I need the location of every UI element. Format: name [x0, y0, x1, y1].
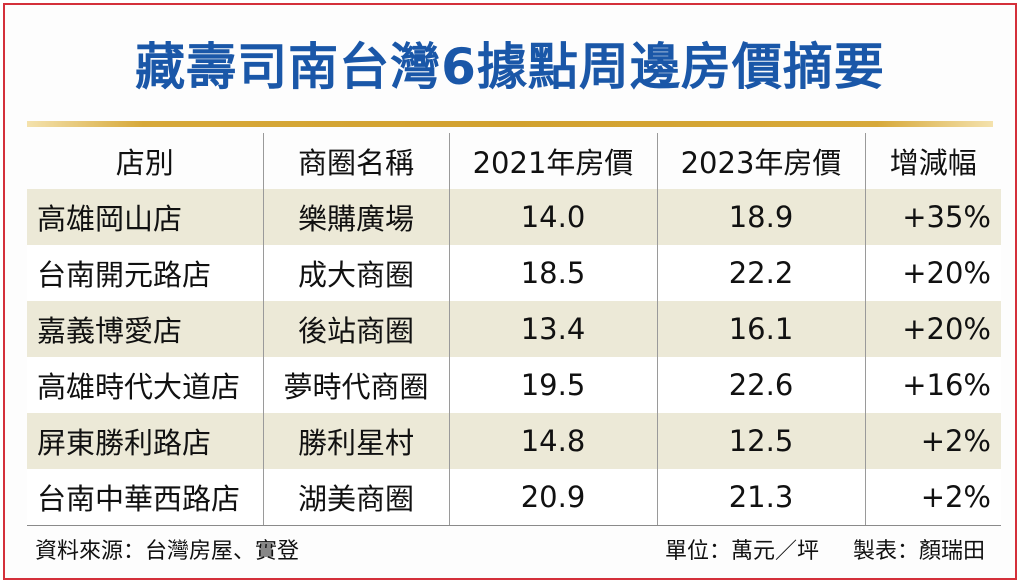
table-row: 台南中華西路店 湖美商圈 20.9 21.3 +2%: [27, 469, 1001, 525]
cell-price-2021: 20.9: [448, 469, 657, 525]
cell-store: 台南開元路店: [27, 245, 263, 301]
cell-area: 湖美商圈: [262, 469, 449, 525]
cell-price-2023: 16.1: [656, 301, 865, 357]
cell-price-2021: 14.0: [448, 189, 657, 245]
source-note: 資料來源：台灣房屋、實登: [35, 539, 300, 564]
cell-change: +35%: [864, 189, 1001, 245]
cell-price-2023: 21.3: [656, 469, 865, 525]
cell-change: +2%: [864, 469, 1001, 525]
cell-price-2023: 22.6: [656, 357, 865, 413]
table-header-row: 店別 商圈名稱 2021年房價 2023年房價 增減幅: [27, 133, 1001, 189]
price-table: 店別 商圈名稱 2021年房價 2023年房價 增減幅 高雄岡山店 樂購廣場 14.…: [27, 133, 1001, 525]
cell-price-2021: 18.5: [448, 245, 657, 301]
header-price-2023: 2023年房價: [656, 133, 865, 189]
footer-right: 單位：萬元／坪 製表：顏瑞田: [665, 533, 985, 565]
chart-title: 藏壽司南台灣6據點周邊房價摘要: [135, 38, 885, 96]
cell-area: 夢時代商圈: [262, 357, 449, 413]
table-footer: 資料來源：台灣房屋、實登 單位：萬元／坪 製表：顏瑞田: [31, 531, 989, 565]
title-underline: [27, 121, 993, 127]
cell-price-2023: 22.2: [656, 245, 865, 301]
cell-change: +20%: [864, 245, 1001, 301]
table-row: 嘉義博愛店 後站商圈 13.4 16.1 +20%: [27, 301, 1001, 357]
table-row: 高雄岡山店 樂購廣場 14.0 18.9 +35%: [27, 189, 1001, 245]
cell-price-2023: 12.5: [656, 413, 865, 469]
cell-area: 成大商圈: [262, 245, 449, 301]
cell-store: 高雄時代大道店: [27, 357, 263, 413]
cell-store: 屏東勝利路店: [27, 413, 263, 469]
cell-price-2021: 14.8: [448, 413, 657, 469]
cell-change: +20%: [864, 301, 1001, 357]
table-row: 台南開元路店 成大商圈 18.5 22.2 +20%: [27, 245, 1001, 301]
cell-store: 高雄岡山店: [27, 189, 263, 245]
header-store: 店別: [115, 146, 174, 180]
header-change: 增減幅: [864, 133, 1001, 189]
header-area: 商圈名稱: [262, 133, 449, 189]
cell-area: 勝利星村: [262, 413, 449, 469]
maker-note: 製表：顏瑞田: [852, 539, 985, 564]
cell-price-2021: 13.4: [448, 301, 657, 357]
cell-area: 後站商圈: [262, 301, 449, 357]
footer-divider: [27, 525, 1001, 526]
cell-store: 台南中華西路店: [27, 469, 263, 525]
cell-price-2021: 19.5: [448, 357, 657, 413]
table-row: 屏東勝利路店 勝利星村 14.8 12.5 +2%: [27, 413, 1001, 469]
table-body: 高雄岡山店 樂購廣場 14.0 18.9 +35% 台南開元路店 成大商圈 18.5 22.2 +…: [27, 189, 1001, 525]
header-price-2021: 2021年房價: [448, 133, 657, 189]
cell-area: 樂購廣場: [262, 189, 449, 245]
unit-note: 單位：萬元／坪: [664, 539, 819, 564]
cell-change: +2%: [864, 413, 1001, 469]
cell-store: 嘉義博愛店: [27, 301, 263, 357]
table-row: 高雄時代大道店 夢時代商圈 19.5 22.6 +16%: [27, 357, 1001, 413]
cell-change: +16%: [864, 357, 1001, 413]
chart-frame: 藏壽司南台灣6據點周邊房價摘要 店別 商圈名稱 2021年房價 2023年房價 …: [3, 3, 1017, 580]
cell-price-2023: 18.9: [656, 189, 865, 245]
